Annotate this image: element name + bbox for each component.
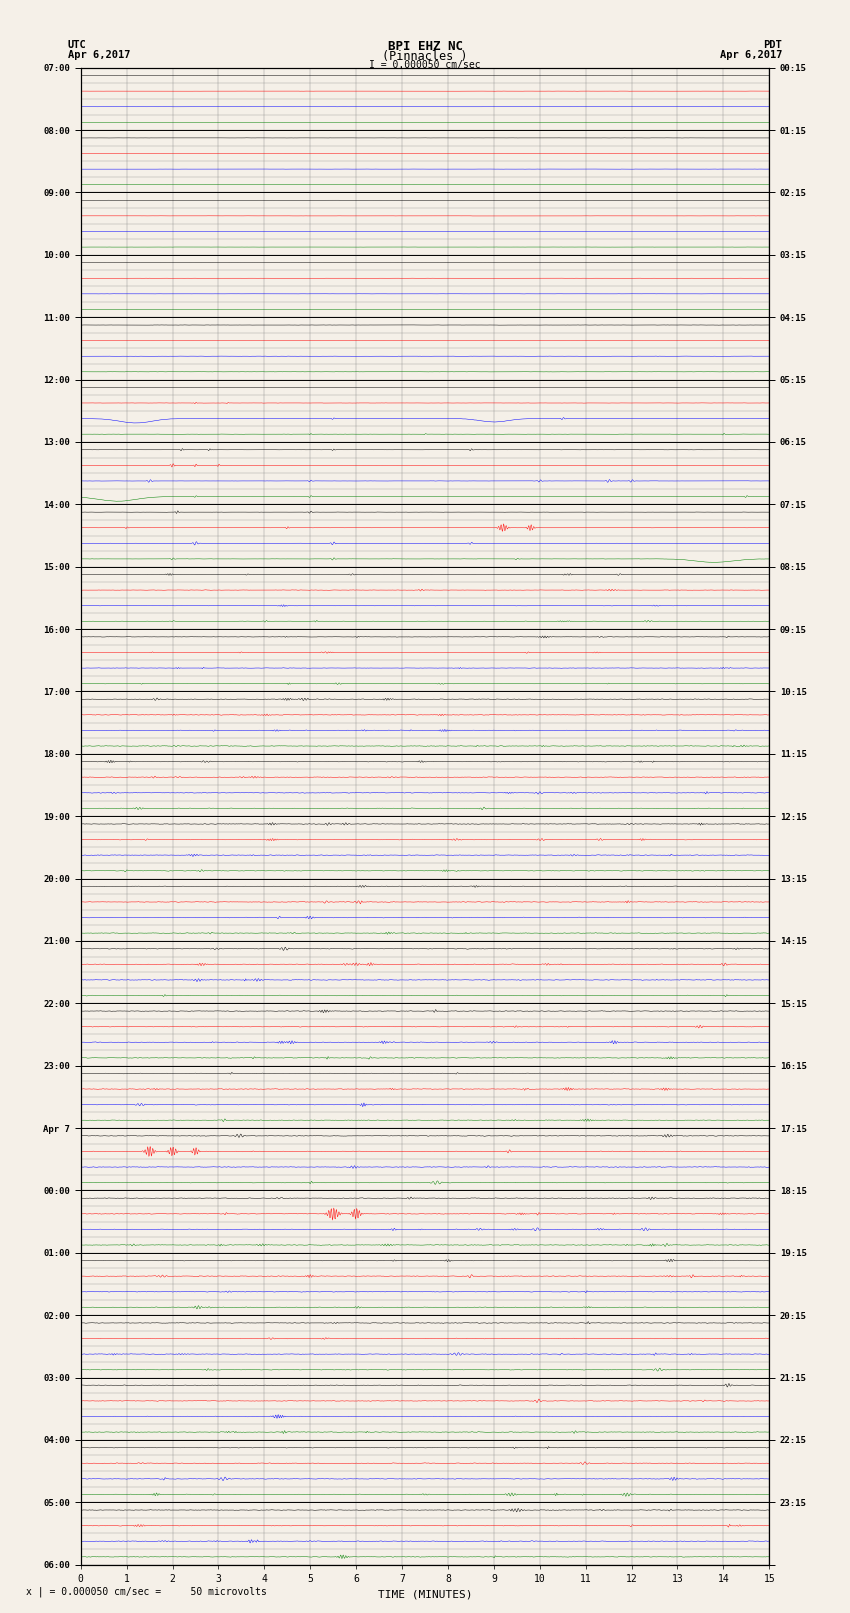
X-axis label: TIME (MINUTES): TIME (MINUTES) bbox=[377, 1589, 473, 1598]
Text: PDT: PDT bbox=[763, 40, 782, 50]
Text: UTC: UTC bbox=[68, 40, 87, 50]
Text: I = 0.000050 cm/sec: I = 0.000050 cm/sec bbox=[369, 60, 481, 69]
Text: Apr 6,2017: Apr 6,2017 bbox=[719, 50, 782, 60]
Text: x | = 0.000050 cm/sec =     50 microvolts: x | = 0.000050 cm/sec = 50 microvolts bbox=[26, 1586, 266, 1597]
Text: BPI EHZ NC: BPI EHZ NC bbox=[388, 40, 462, 53]
Text: Apr 6,2017: Apr 6,2017 bbox=[68, 50, 131, 60]
Text: (Pinnacles ): (Pinnacles ) bbox=[382, 50, 468, 63]
